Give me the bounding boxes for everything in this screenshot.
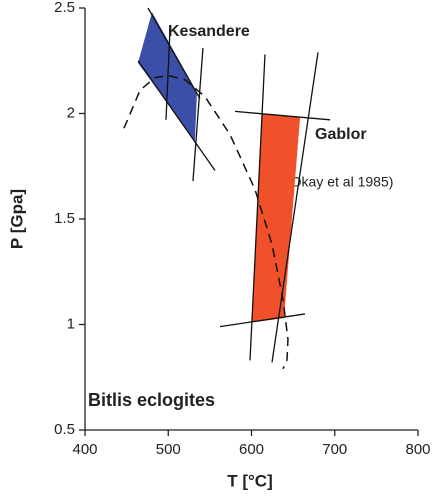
y-tick-label: 0.5	[54, 421, 75, 438]
field-label: Kesandere	[168, 23, 250, 40]
x-tick-label: 700	[322, 441, 347, 458]
y-tick-label: 2.5	[54, 0, 75, 16]
y-axis-label: P [Gpa]	[7, 189, 26, 249]
reaction-line	[137, 60, 216, 171]
x-tick-label: 400	[72, 441, 97, 458]
reaction-line	[271, 52, 319, 363]
y-tick-label: 1.5	[54, 210, 75, 227]
x-tick-label: 600	[239, 441, 264, 458]
reaction-line	[147, 7, 201, 100]
annotation: Bitlis eclogites	[88, 390, 215, 410]
reaction-line	[249, 54, 266, 361]
dashed-curve	[123, 74, 289, 370]
x-tick-label: 800	[405, 441, 430, 458]
reaction-line	[192, 48, 204, 182]
annotation: (Okay et al 1985)	[286, 174, 393, 190]
field-label: Gablor	[315, 126, 367, 143]
pt-field	[251, 113, 301, 323]
y-tick-label: 1	[67, 315, 75, 332]
reaction-line	[219, 313, 306, 328]
x-tick-label: 500	[156, 441, 181, 458]
reaction-line	[234, 110, 331, 121]
y-tick-label: 2	[67, 104, 75, 121]
x-axis-label: T [°C]	[227, 471, 273, 490]
reaction-line	[165, 29, 171, 120]
